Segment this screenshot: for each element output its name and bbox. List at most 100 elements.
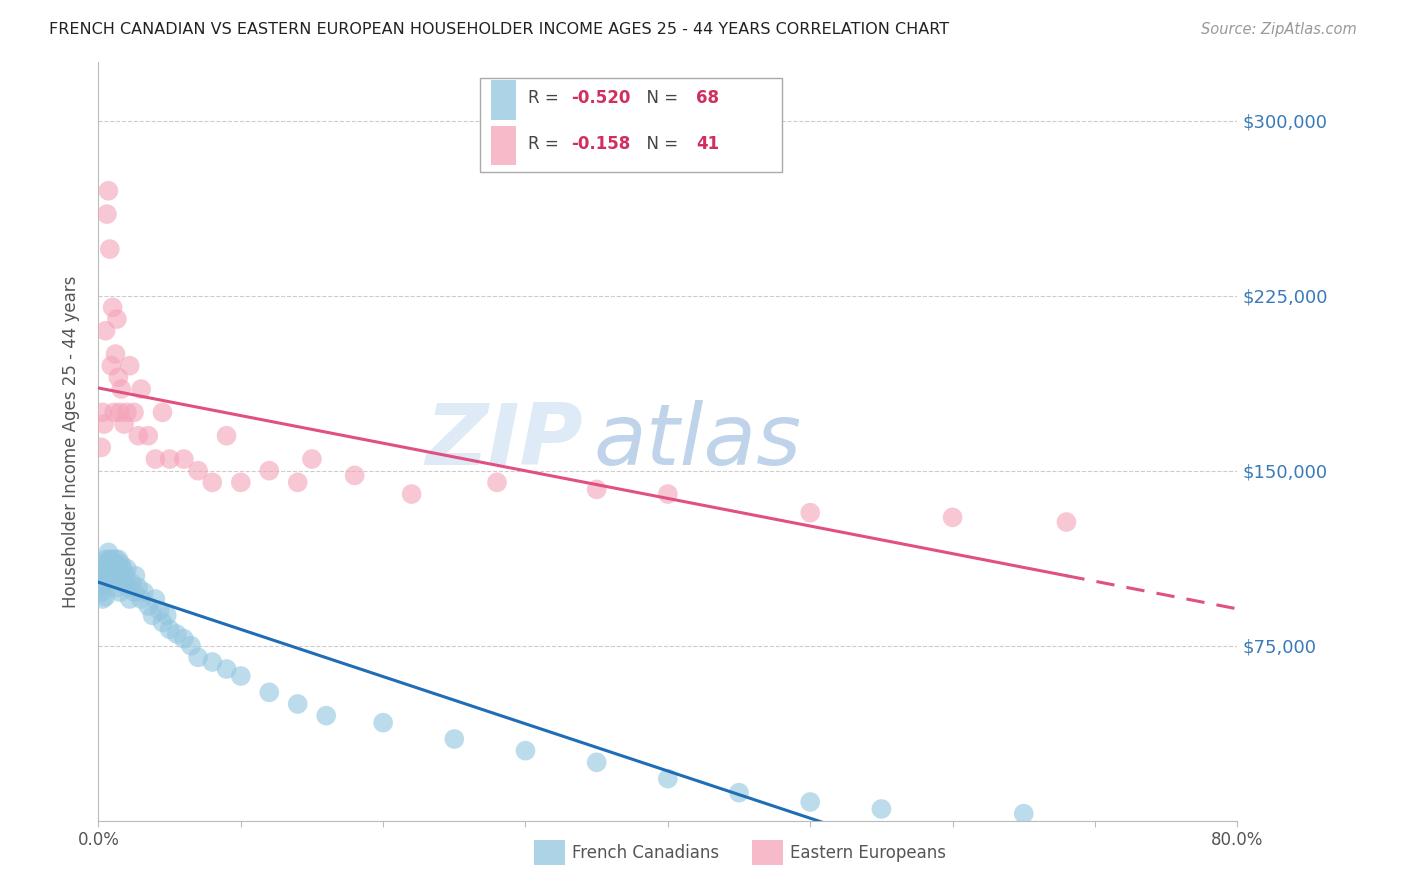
- Point: [112, 417, 135, 431]
- Point: [657, 772, 679, 786]
- Point: [110, 557, 132, 571]
- Point: [136, 428, 159, 442]
- Point: [657, 487, 679, 501]
- Point: [91, 405, 114, 419]
- Point: [401, 487, 423, 501]
- Point: [129, 382, 152, 396]
- Point: [98, 552, 121, 566]
- Point: [145, 452, 167, 467]
- Point: [287, 697, 309, 711]
- Point: [101, 557, 124, 571]
- Point: [96, 207, 118, 221]
- Point: [585, 756, 607, 770]
- Point: [187, 464, 209, 478]
- Point: [122, 405, 145, 419]
- Point: [152, 615, 174, 630]
- Point: [97, 545, 120, 559]
- Point: [215, 662, 238, 676]
- Text: atlas: atlas: [593, 400, 801, 483]
- Point: [107, 562, 129, 576]
- Point: [124, 568, 146, 582]
- Point: [97, 184, 120, 198]
- Point: [515, 744, 537, 758]
- Point: [229, 669, 252, 683]
- Text: R =: R =: [527, 89, 564, 107]
- Point: [585, 483, 607, 497]
- Point: [115, 562, 138, 576]
- Point: [166, 627, 188, 641]
- Point: [105, 312, 128, 326]
- Text: -0.520: -0.520: [571, 89, 630, 107]
- Point: [112, 575, 135, 590]
- Text: N =: N =: [636, 135, 683, 153]
- Point: [94, 552, 117, 566]
- Point: [103, 557, 125, 571]
- Text: 68: 68: [696, 89, 720, 107]
- Point: [91, 562, 114, 576]
- Y-axis label: Householder Income Ages 25 - 44 years: Householder Income Ages 25 - 44 years: [62, 276, 80, 607]
- Point: [373, 715, 395, 730]
- Point: [343, 468, 366, 483]
- Point: [108, 568, 131, 582]
- Point: [110, 382, 132, 396]
- Point: [100, 552, 122, 566]
- Point: [103, 568, 125, 582]
- Point: [90, 568, 112, 582]
- Point: [120, 575, 142, 590]
- Point: [100, 359, 122, 373]
- Point: [117, 580, 139, 594]
- Point: [870, 802, 893, 816]
- Point: [443, 731, 465, 746]
- Point: [98, 562, 121, 576]
- Text: ZIP: ZIP: [425, 400, 582, 483]
- FancyBboxPatch shape: [479, 78, 782, 172]
- Point: [942, 510, 965, 524]
- Point: [114, 568, 136, 582]
- Point: [100, 568, 122, 582]
- Point: [141, 608, 163, 623]
- Point: [98, 242, 121, 256]
- Point: [259, 685, 281, 699]
- Point: [215, 428, 238, 442]
- Point: [287, 475, 309, 490]
- Text: French Canadians: French Canadians: [572, 844, 720, 862]
- Point: [136, 599, 159, 613]
- Point: [799, 506, 821, 520]
- Text: Source: ZipAtlas.com: Source: ZipAtlas.com: [1201, 22, 1357, 37]
- Point: [156, 608, 179, 623]
- Point: [127, 580, 149, 594]
- Point: [118, 359, 141, 373]
- Point: [145, 592, 167, 607]
- Point: [101, 562, 124, 576]
- Point: [799, 795, 821, 809]
- Text: N =: N =: [636, 89, 683, 107]
- Point: [90, 441, 112, 455]
- Point: [259, 464, 281, 478]
- Point: [97, 562, 120, 576]
- Point: [159, 623, 181, 637]
- Point: [94, 590, 117, 604]
- Point: [105, 580, 128, 594]
- Point: [96, 557, 118, 571]
- Point: [108, 585, 131, 599]
- Point: [115, 405, 138, 419]
- Point: [132, 585, 155, 599]
- Point: [89, 580, 111, 594]
- Point: [127, 428, 149, 442]
- Point: [173, 452, 195, 467]
- Point: [180, 639, 202, 653]
- Point: [201, 655, 224, 669]
- Point: [104, 562, 127, 576]
- Point: [93, 557, 115, 571]
- Point: [107, 370, 129, 384]
- Point: [104, 552, 127, 566]
- Point: [486, 475, 509, 490]
- Point: [122, 585, 145, 599]
- Point: [728, 786, 751, 800]
- Text: Eastern Europeans: Eastern Europeans: [790, 844, 946, 862]
- Point: [173, 632, 195, 646]
- Point: [159, 452, 181, 467]
- Point: [149, 604, 172, 618]
- FancyBboxPatch shape: [491, 126, 516, 165]
- Point: [1012, 806, 1035, 821]
